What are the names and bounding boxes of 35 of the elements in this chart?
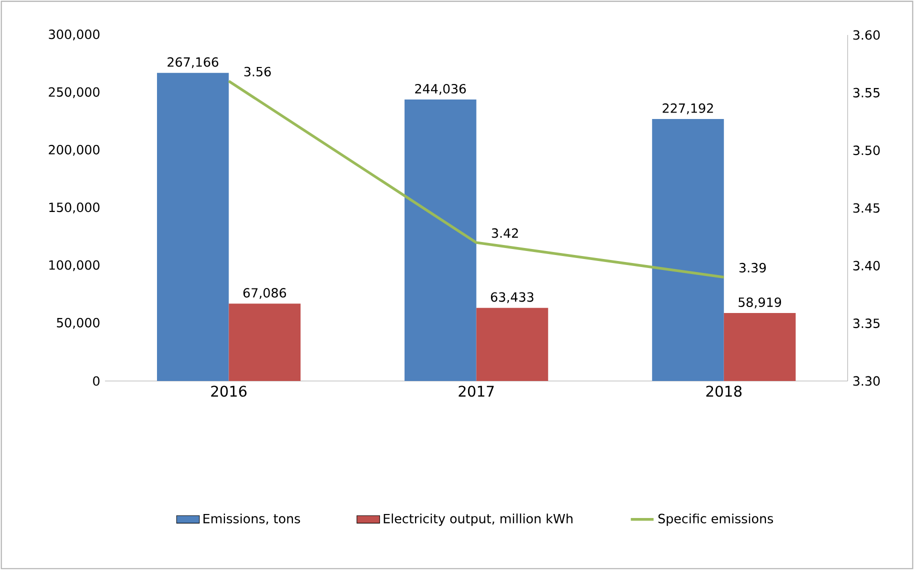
data-label: 3.42 [492,228,518,238]
bar [156,72,229,381]
y-tick-label: 300,000 [48,30,100,40]
bar [652,118,724,381]
x-tick-label: 2018 [706,386,742,397]
data-label: 3.56 [244,66,271,76]
legend-label: Emissions, tons [204,514,300,525]
y2-tick-label: 3.60 [853,30,880,40]
x-tick-label: 2016 [211,386,247,397]
data-label: 3.39 [739,262,766,272]
y-tick-label: 150,000 [49,202,100,214]
y-tick-label: 100,000 [49,260,100,272]
bar [724,313,796,381]
data-label: 58,919 [738,297,782,308]
bar [404,100,476,381]
legend-label: Specific emissions [658,514,774,526]
y-tick-label: 50,000 [56,318,100,329]
data-label: 227,192 [662,103,713,114]
bar [228,304,301,381]
x-tick-label: 2017 [458,386,494,397]
data-label: 244,036 [415,84,466,95]
y-tick-label: 0 [93,376,100,386]
y-tick-label: 200,000 [48,144,100,156]
data-label: 63,433 [490,292,534,304]
bar [476,308,548,381]
y2-tick-label: 3.35 [853,318,880,328]
y2-tick-label: 3.30 [853,376,880,386]
legend-label: Electricity output, million kWh [384,514,572,526]
y2-tick-label: 3.45 [853,203,880,213]
y-tick-label: 250,000 [48,87,100,98]
y2-tick-label: 3.50 [853,146,880,156]
y2-tick-label: 3.40 [853,260,880,270]
data-label: 67,086 [243,288,286,299]
data-label: 267,166 [168,57,218,68]
y2-tick-label: 3.55 [853,88,880,98]
